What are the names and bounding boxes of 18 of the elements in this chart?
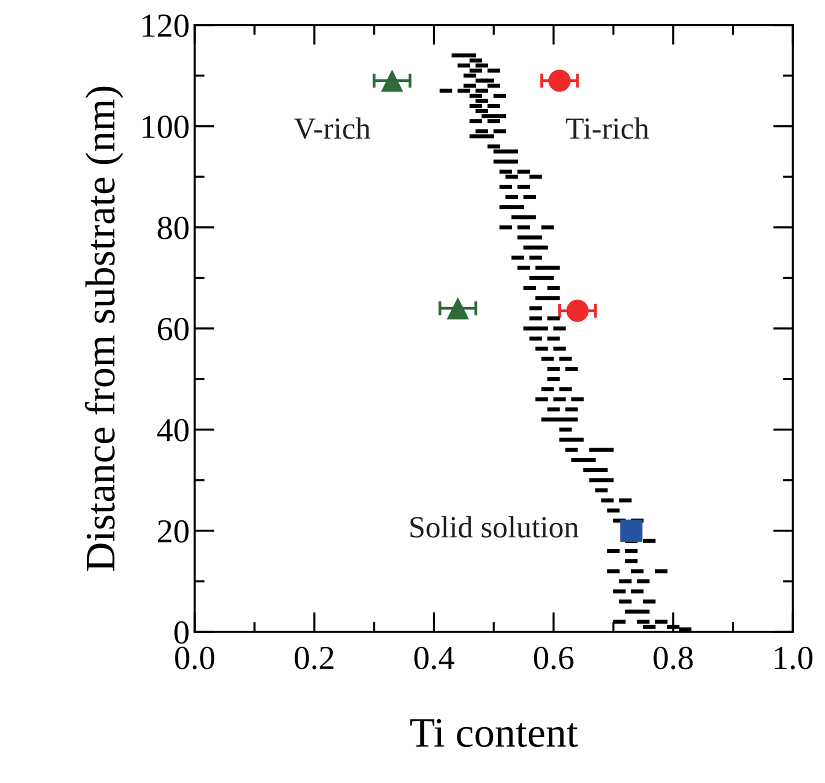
y-tick-label: 80 bbox=[158, 216, 189, 240]
x-tick-label: 1.0 bbox=[774, 646, 812, 670]
annotation: Ti-rich bbox=[566, 117, 649, 139]
y-tick-label: 20 bbox=[158, 520, 189, 543]
y-tick-label: 40 bbox=[157, 419, 189, 442]
y-tick-label: 0 bbox=[174, 621, 189, 644]
y-tick-label: 120 bbox=[142, 14, 189, 37]
x-tick-label: 0.2 bbox=[294, 646, 334, 670]
x-axis-title: Ti content bbox=[410, 718, 578, 747]
y-axis-title: Distance from substrate (nm) bbox=[84, 86, 124, 571]
y-tick-label: 100 bbox=[142, 116, 189, 138]
x-tick-label: 0.8 bbox=[654, 646, 693, 670]
x-tick-label: 0.6 bbox=[534, 646, 574, 670]
annotation: V-rich bbox=[294, 117, 370, 140]
x-tick-label: 0.0 bbox=[175, 646, 214, 670]
y-tick-label: 60 bbox=[158, 318, 189, 340]
annotation: Solid solution bbox=[410, 516, 579, 538]
x-tick-label: 0.4 bbox=[414, 646, 454, 670]
